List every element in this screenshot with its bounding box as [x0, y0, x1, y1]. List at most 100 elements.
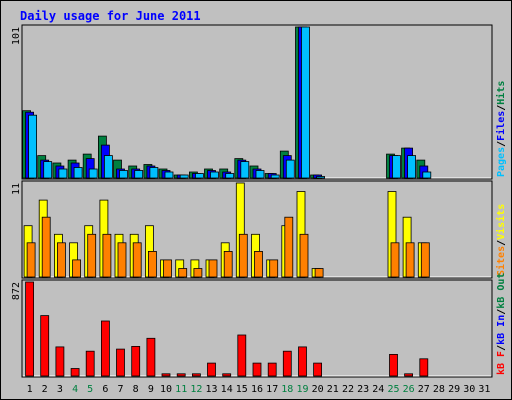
top-bar-3-day-26 [407, 155, 417, 179]
bottom-legend-item: kB Out [496, 273, 507, 309]
x-tick-label: 14 [221, 384, 233, 395]
top-plot-area [21, 24, 493, 180]
middle-bar-2-day-13 [208, 259, 218, 278]
bottom-bar-1-day-15 [237, 334, 247, 377]
bottom-bar-1-day-2 [40, 315, 50, 377]
middle-bar-2-day-18 [284, 216, 294, 278]
middle-bar-2-day-3 [57, 242, 66, 278]
bottom-bar-1-day-11 [176, 373, 186, 377]
bottom-bar-1-day-14 [222, 373, 232, 377]
top-bar-3-day-8 [134, 170, 144, 179]
middle-bars [23, 182, 430, 278]
top-bar-3-day-13 [210, 171, 219, 179]
bottom-bar-1-day-16 [252, 362, 262, 377]
middle-panel: 11 Sites/Visits [11, 180, 507, 279]
bottom-bar-1-day-5 [85, 350, 95, 377]
middle-bar-2-day-5 [87, 233, 97, 278]
top-legend-item: Hits [495, 81, 507, 105]
middle-bar-2-day-9 [147, 250, 157, 278]
top-bar-3-day-19 [301, 26, 310, 179]
middle-bar-2-day-6 [102, 233, 112, 278]
bottom-bar-1-day-1 [25, 281, 35, 377]
x-tick-label: 24 [372, 384, 384, 395]
x-tick-label: 28 [433, 384, 445, 395]
top-bar-3-day-27 [422, 171, 432, 179]
top-legend-item: Pages [496, 147, 507, 177]
top-bar-3-day-9 [149, 167, 159, 179]
x-tick-label: 30 [463, 384, 475, 395]
svg-text:kB F/kB In/kB Out: kB F/kB In/kB Out [496, 273, 507, 375]
top-bar-3-day-11 [179, 174, 189, 179]
x-tick-label: 2 [42, 384, 48, 395]
chart-title: Daily usage for June 2011 [20, 9, 201, 23]
bottom-bar-1-day-7 [116, 348, 125, 377]
bottom-legend-item: kB In [496, 315, 507, 345]
x-tick-label: 17 [266, 384, 278, 395]
x-tick-label: 21 [327, 384, 339, 395]
x-tick-label: 10 [160, 384, 172, 395]
top-bar-3-day-12 [194, 173, 204, 179]
x-tick-label: 16 [251, 384, 263, 395]
middle-bar-2-day-16 [254, 250, 263, 278]
bottom-bar-1-day-27 [419, 358, 429, 377]
x-tick-label: 26 [403, 384, 415, 395]
top-legend-item: / [496, 141, 507, 147]
x-tick-label: 5 [87, 384, 93, 395]
top-bar-3-day-3 [58, 168, 68, 179]
bottom-legend-item: / [496, 345, 507, 351]
middle-legend-item: Sites [495, 246, 507, 276]
middle-bar-2-day-1 [26, 242, 36, 278]
x-tick-label: 29 [448, 384, 460, 395]
x-tick-label: 1 [27, 384, 33, 395]
bottom-bar-1-day-10 [161, 373, 171, 377]
middle-legend-item: Visits [495, 204, 507, 240]
x-tick-label: 25 [387, 384, 399, 395]
top-bar-3-day-14 [225, 173, 235, 179]
middle-bar-2-day-19 [299, 233, 309, 278]
top-bar-3-day-4 [73, 167, 83, 179]
top-bar-3-day-7 [119, 170, 128, 179]
middle-bar-2-day-20 [314, 268, 324, 278]
bottom-bar-1-day-17 [267, 362, 277, 377]
x-tick-label: 18 [281, 384, 293, 395]
x-tick-label: 12 [190, 384, 202, 395]
top-legend-item: / [496, 105, 507, 111]
bottom-bar-1-day-19 [298, 346, 307, 377]
bottom-bar-1-day-26 [404, 373, 414, 377]
bottom-bar-1-day-18 [282, 350, 292, 377]
middle-bar-2-day-27 [420, 242, 430, 278]
top-bar-3-day-2 [43, 161, 53, 179]
middle-bar-2-day-26 [405, 242, 415, 278]
top-bar-3-day-5 [88, 168, 98, 179]
middle-bar-2-day-14 [223, 250, 233, 278]
bottom-legend: kB F/kB In/kB Out [496, 273, 507, 375]
top-bar-3-day-16 [255, 170, 265, 179]
top-bar-3-day-15 [240, 161, 250, 179]
middle-bar-2-day-17 [269, 259, 279, 278]
middle-bar-2-day-4 [72, 259, 81, 278]
bottom-legend-item: kB F [496, 351, 507, 375]
middle-bar-2-day-12 [193, 268, 203, 278]
middle-bar-2-day-25 [390, 242, 400, 278]
x-tick-label: 7 [117, 384, 123, 395]
middle-max-label: 11 [11, 183, 22, 195]
x-tick-label: 19 [296, 384, 308, 395]
bottom-max-label: 872 [11, 282, 22, 300]
top-bar-3-day-6 [104, 155, 113, 179]
bottom-bar-1-day-8 [131, 345, 141, 377]
top-max-label: 101 [11, 27, 22, 45]
x-tick-label: 8 [133, 384, 139, 395]
top-bar-3-day-18 [285, 159, 295, 179]
middle-bar-2-day-8 [132, 242, 142, 278]
top-bar-3-day-20 [316, 176, 326, 179]
top-bar-3-day-10 [164, 171, 174, 179]
bottom-bar-1-day-20 [313, 362, 323, 377]
x-tick-label: 15 [236, 384, 248, 395]
top-legend-item: Files [495, 111, 507, 141]
x-tick-label: 6 [102, 384, 108, 395]
svg-text:Pages/Files/Hits: Pages/Files/Hits [495, 81, 507, 177]
